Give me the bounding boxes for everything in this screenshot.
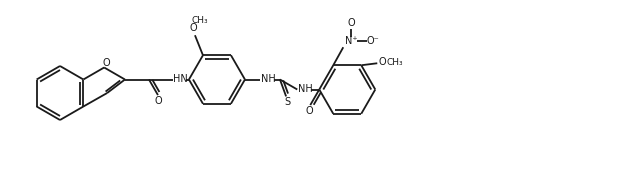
Text: NH: NH	[260, 74, 275, 83]
Text: O: O	[347, 18, 355, 28]
Text: O⁻: O⁻	[367, 36, 379, 46]
Text: O: O	[378, 57, 386, 67]
Text: O: O	[306, 106, 313, 116]
Text: O: O	[102, 58, 110, 67]
Text: S: S	[284, 97, 290, 107]
Text: HN: HN	[172, 74, 187, 83]
Text: N⁺: N⁺	[345, 36, 358, 46]
Text: CH₃: CH₃	[387, 58, 404, 67]
Text: O: O	[189, 23, 197, 33]
Text: O: O	[154, 96, 162, 106]
Text: CH₃: CH₃	[192, 16, 208, 25]
Text: NH: NH	[298, 85, 312, 94]
